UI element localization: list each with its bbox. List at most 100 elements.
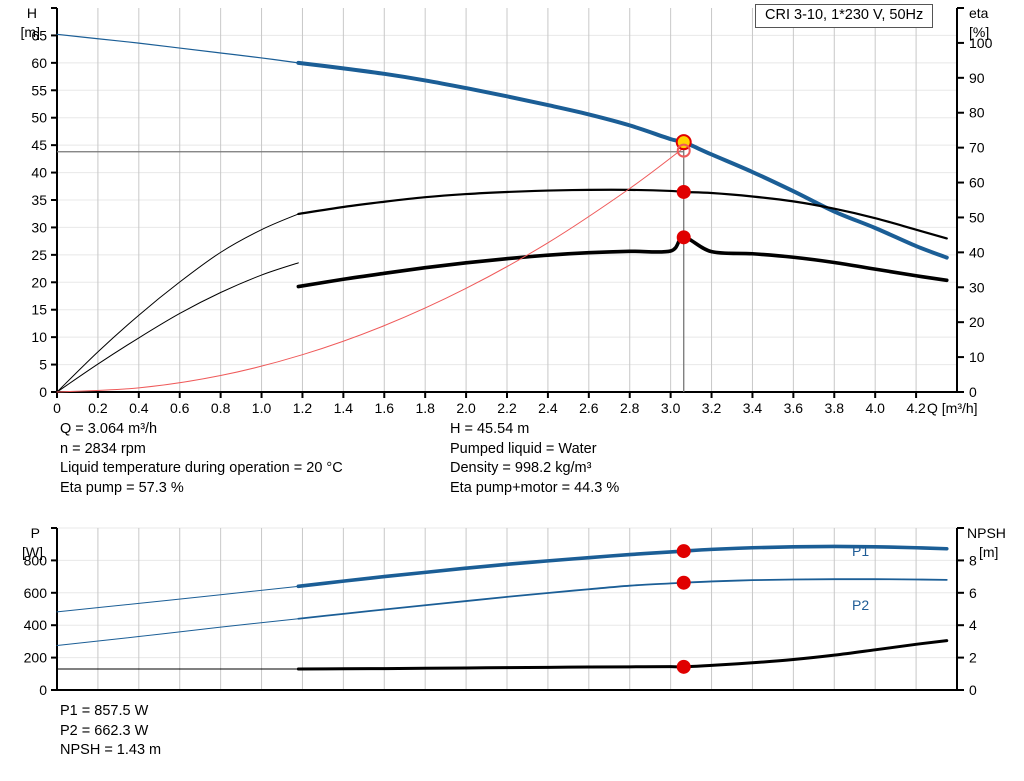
x-axis-label: Q [m³/h] <box>927 400 978 416</box>
y-tick-label: 0 <box>39 682 47 698</box>
y2-tick-label: 60 <box>969 175 985 191</box>
curve <box>296 639 949 671</box>
curves <box>56 33 949 393</box>
eta-pump-motor-point[interactable] <box>676 230 691 245</box>
system-curve-point[interactable] <box>676 143 691 158</box>
y2-tick-label: 0 <box>969 384 977 400</box>
curve <box>56 213 299 393</box>
x-tick-label: 3.2 <box>702 400 722 416</box>
npsh-tick-label: 6 <box>969 585 977 601</box>
y-tick-label: 400 <box>24 617 48 633</box>
x-axis: 0 0.2 0.4 0.6 0.8 1.0 1.2 1.4 1.6 1.8 2.0 2.2 2.4 2.6… <box>53 391 957 416</box>
info-npsh: NPSH = 1.43 m <box>60 742 162 758</box>
info-p1: P1 = 857.5 W <box>60 703 149 719</box>
y-tick-label: 55 <box>31 82 47 98</box>
x-tick-label: 0.8 <box>211 400 231 416</box>
y-tick-label: 10 <box>31 329 47 345</box>
grid-lines <box>56 8 957 393</box>
y-tick-label: 60 <box>31 55 47 71</box>
y-tick-label: 40 <box>31 165 47 181</box>
y-left-axis-unit: [m] <box>21 24 40 40</box>
p1-point[interactable] <box>676 544 691 559</box>
npsh-axis-unit: [m] <box>979 544 998 560</box>
y-tick-label: 15 <box>31 302 47 318</box>
x-tick-label: 1.4 <box>334 400 354 416</box>
npsh-tick-label: 2 <box>969 650 977 666</box>
x-tick-label: 4.0 <box>865 400 885 416</box>
x-tick-label: 3.6 <box>784 400 804 416</box>
curve <box>56 147 685 393</box>
x-tick-label: 2.4 <box>538 400 558 416</box>
x-tick-label: 2.2 <box>497 400 517 416</box>
curves <box>56 544 949 671</box>
y-tick-label: 50 <box>31 110 47 126</box>
y2-tick-label: 100 <box>969 35 993 51</box>
power-npsh-chart: 0 200 400 600 800 P [W] 0 2 4 6 8 NPSH [m] P1 P2 <box>0 518 1024 703</box>
y2-tick-label: 10 <box>969 349 985 365</box>
x-tick-label: 2.0 <box>456 400 476 416</box>
y2-tick-label: 30 <box>969 279 985 295</box>
npsh-tick-label: 8 <box>969 552 977 568</box>
y2-tick-label: 50 <box>969 209 985 225</box>
info-eta-pump: Eta pump = 57.3 % <box>60 479 184 496</box>
curve <box>296 60 949 260</box>
y-axis-right: 0 10 20 30 40 50 60 70 80 90 100 <box>956 7 993 400</box>
x-tick-label: 0.4 <box>129 400 149 416</box>
info-pumped-liquid: Pumped liquid = Water <box>450 440 597 457</box>
x-tick-label: 0.2 <box>88 400 108 416</box>
power-axis-name: P <box>31 525 40 541</box>
curve <box>297 188 948 240</box>
duty-point-info-bottom: P1 = 857.5 W P2 = 662.3 W NPSH = 1.43 m <box>60 702 560 761</box>
y2-tick-label: 70 <box>969 140 985 156</box>
y-axis-left: 0 200 400 600 800 <box>24 527 58 698</box>
npsh-point[interactable] <box>676 659 691 674</box>
duty-point-info-top: Q = 3.064 m³/h H = 45.54 m n = 2834 rpm … <box>60 420 960 498</box>
x-tick-label: 2.6 <box>579 400 599 416</box>
grid-lines <box>56 527 958 691</box>
y-tick-label: 5 <box>39 357 47 373</box>
markers <box>675 134 692 245</box>
curve <box>296 544 949 589</box>
y-tick-label: 25 <box>31 247 47 263</box>
npsh-tick-label: 4 <box>969 617 977 633</box>
pump-model-title-box: CRI 3-10, 1*230 V, 50Hz <box>755 4 934 28</box>
x-tick-label: 3.4 <box>743 400 763 416</box>
p2-point[interactable] <box>676 575 691 590</box>
x-tick-label: 3.8 <box>825 400 845 416</box>
x-tick-label: 0.6 <box>170 400 190 416</box>
head-eta-chart: 0 5 10 15 20 25 30 35 40 45 50 55 60 65 H [m] 0 10 20 30 40 5… <box>21 5 993 416</box>
p1-curve-label: P1 <box>852 543 869 559</box>
curve <box>56 33 299 64</box>
x-tick-label: 0 <box>53 400 61 416</box>
y-tick-label: 800 <box>24 552 48 568</box>
y2-tick-label: 40 <box>969 244 985 260</box>
curve <box>296 235 949 289</box>
y-left-axis-name: H <box>27 5 37 21</box>
info-eta-pump-motor: Eta pump+motor = 44.3 % <box>450 479 620 496</box>
y-right-axis-name: eta <box>969 5 989 21</box>
curve <box>56 262 299 393</box>
y-right-axis-unit: [%] <box>969 24 989 40</box>
y2-tick-label: 20 <box>969 314 985 330</box>
npsh-axis-name: NPSH <box>967 525 1006 541</box>
x-tick-label: 1.8 <box>415 400 435 416</box>
curve <box>297 578 948 620</box>
y-tick-label: 600 <box>24 585 48 601</box>
y-tick-label: 35 <box>31 192 47 208</box>
curve <box>56 618 299 646</box>
power-npsh-chart-svg: 0 200 400 600 800 P [W] 0 2 4 6 8 NPSH [m] P1 P2 <box>22 525 1006 698</box>
y-tick-label: 45 <box>31 137 47 153</box>
x-tick-label: 1.2 <box>293 400 313 416</box>
info-n: n = 2834 rpm <box>60 440 146 457</box>
curve <box>56 585 299 613</box>
eta-pump-point[interactable] <box>676 184 691 199</box>
info-liquid-temperature: Liquid temperature during operation = 20… <box>60 460 343 476</box>
y-tick-label: 65 <box>31 27 47 43</box>
markers <box>676 544 691 674</box>
y2-tick-label: 80 <box>969 105 985 121</box>
x-tick-label: 1.6 <box>375 400 395 416</box>
info-density: Density = 998.2 kg/m³ <box>450 460 592 476</box>
x-tick-label: 1.0 <box>252 400 272 416</box>
y2-tick-label: 90 <box>969 70 985 86</box>
